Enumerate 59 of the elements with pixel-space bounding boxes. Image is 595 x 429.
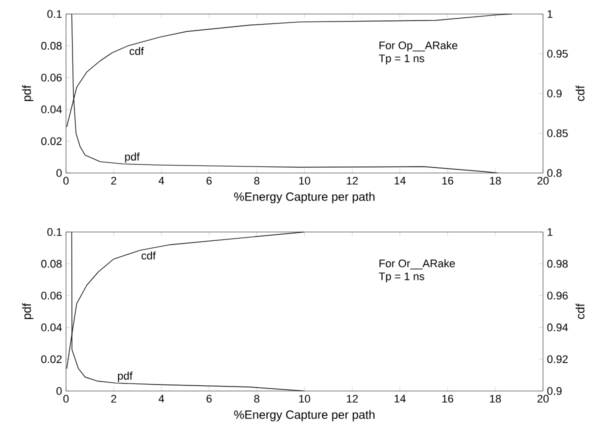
y2-tick-label: 0.85	[547, 129, 568, 138]
y-tick-label: 0.02	[41, 355, 62, 364]
y2-tick-label: 0.95	[547, 50, 568, 58]
series-label: pdf	[118, 372, 133, 382]
annotation: For Op__ARake	[380, 41, 458, 52]
y-axis-title: pdf	[22, 85, 34, 102]
x-tick-label: 20	[537, 176, 549, 185]
y-tick-label: 0.1	[47, 10, 62, 18]
x-tick-label: 18	[490, 176, 501, 185]
y-tick-label: 0	[56, 169, 62, 177]
y2-tick-label: 1	[548, 10, 552, 18]
x-tick-label: 12	[346, 394, 358, 403]
x-tick-label: 16	[442, 394, 454, 403]
y2-axis-title: cdf	[576, 304, 584, 319]
y-tick-label: 0.06	[41, 292, 62, 300]
y2-tick-label: 0.96	[547, 292, 568, 300]
y-tick-label: 0.08	[41, 260, 62, 268]
y-tick-label: 0	[56, 387, 62, 395]
y2-axis-title: cdf	[576, 86, 584, 101]
x-tick-label: 10	[299, 176, 310, 185]
annotation: Tp = 1 ns	[378, 272, 424, 282]
y-tick-label: 0.1	[47, 228, 62, 236]
y-axis-title: pdf	[22, 303, 34, 320]
x-tick-label: 8	[254, 394, 260, 403]
y2-tick-label: 0.9	[547, 90, 562, 98]
y-tick-label: 0.06	[41, 74, 62, 82]
x-tick-label: 2	[111, 176, 116, 184]
x-tick-label: 14	[394, 176, 406, 184]
x-tick-label: 6	[206, 394, 212, 403]
annotation: Tp = 1 ns	[378, 54, 424, 64]
x-tick-label: 0	[63, 176, 69, 185]
series-label: cdf	[130, 46, 144, 56]
x-tick-label: 10	[299, 394, 310, 403]
y2-tick-label: 0.9	[547, 387, 562, 395]
x-tick-label: 18	[490, 394, 501, 403]
x-tick-label: 2	[111, 394, 116, 403]
y2-tick-label: 0.98	[547, 260, 568, 268]
x-tick-label: 16	[442, 176, 454, 185]
y-tick-label: 0.02	[41, 137, 62, 146]
x-tick-label: 12	[346, 176, 358, 184]
series-label: pdf	[125, 152, 140, 163]
y2-tick-label: 1	[548, 228, 552, 236]
y2-tick-label: 0.92	[547, 355, 568, 364]
x-tick-label: 8	[254, 176, 260, 185]
x-axis-title: %Energy Capture per path	[234, 410, 374, 422]
x-tick-label: 6	[206, 176, 212, 185]
annotation: For Or__ARake	[380, 259, 455, 270]
x-tick-label: 4	[158, 176, 164, 184]
y2-tick-label: 0.8	[547, 169, 562, 177]
x-tick-label: 20	[537, 394, 549, 403]
series-label: cdf	[142, 251, 156, 260]
x-tick-label: 4	[158, 394, 164, 402]
y-tick-label: 0.04	[41, 106, 62, 114]
x-tick-label: 0	[63, 394, 69, 403]
x-tick-label: 14	[394, 394, 406, 402]
y-tick-label: 0.04	[41, 324, 62, 332]
y-tick-label: 0.08	[41, 42, 62, 50]
y2-tick-label: 0.94	[547, 324, 568, 332]
x-axis-title: %Energy Capture per path	[234, 192, 374, 204]
